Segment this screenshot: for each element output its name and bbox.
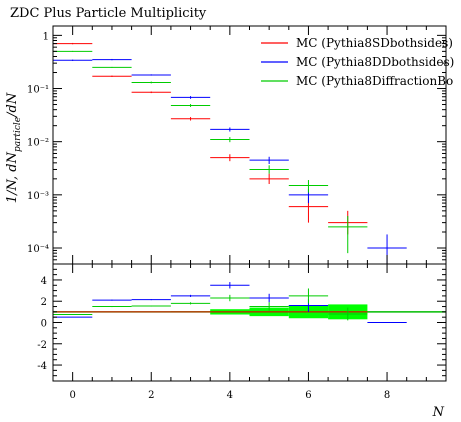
- upper-y-tick-label-1: 10⁻¹: [27, 85, 49, 96]
- chart-title: ZDC Plus Particle Multiplicity: [10, 6, 207, 21]
- upper-y-axis: 1 10⁻¹ 10⁻² 10⁻³ 10⁻⁴: [27, 31, 446, 265]
- x-tick-label-1: 2: [148, 390, 154, 401]
- x-tick-label-4: 8: [384, 390, 390, 401]
- y-axis-title-sub: particle: [13, 117, 23, 152]
- ratio-y-tick-label-2: 0: [41, 319, 47, 330]
- ratio-y-axis: 4 2 0 -2 -4: [37, 263, 446, 382]
- legend-label-0: MC (Pythia8SDbothsides): [296, 36, 453, 50]
- x-tick-label-3: 6: [305, 390, 311, 401]
- upper-y-tick-label-4: 10⁻⁴: [27, 244, 49, 255]
- upper-y-tick-label-2: 10⁻²: [27, 138, 49, 149]
- ratio-y-tick-label-0: 4: [41, 276, 47, 287]
- ratio-y-tick-label-4: -4: [37, 361, 47, 372]
- legend-label-1: MC (Pythia8DDbothsides): [296, 55, 454, 69]
- ratio-y-tick-label-3: -2: [37, 340, 47, 351]
- y-axis-title-tail: /dN: [5, 92, 20, 119]
- x-tick-label-2: 4: [227, 390, 233, 401]
- upper-panel: [53, 42, 407, 264]
- y-axis-title: 1/N, dNparticle/dN: [5, 92, 23, 203]
- upper-y-tick-label-0: 1: [43, 31, 49, 42]
- x-tick-label-0: 0: [69, 390, 75, 401]
- upper-y-tick-label-3: 10⁻³: [27, 191, 49, 202]
- legend-label-2: MC (Pythia8DiffractionBo: [296, 74, 453, 88]
- ratio-y-tick-label-1: 2: [41, 297, 47, 308]
- x-axis: 0 2 4 6 8: [52, 26, 447, 401]
- x-axis-title: N: [432, 405, 445, 420]
- ratio-panel: [53, 282, 446, 323]
- legend: MC (Pythia8SDbothsides) MC (Pythia8DDboth…: [261, 36, 454, 88]
- y-axis-title-main: 1/N, dN: [5, 151, 20, 203]
